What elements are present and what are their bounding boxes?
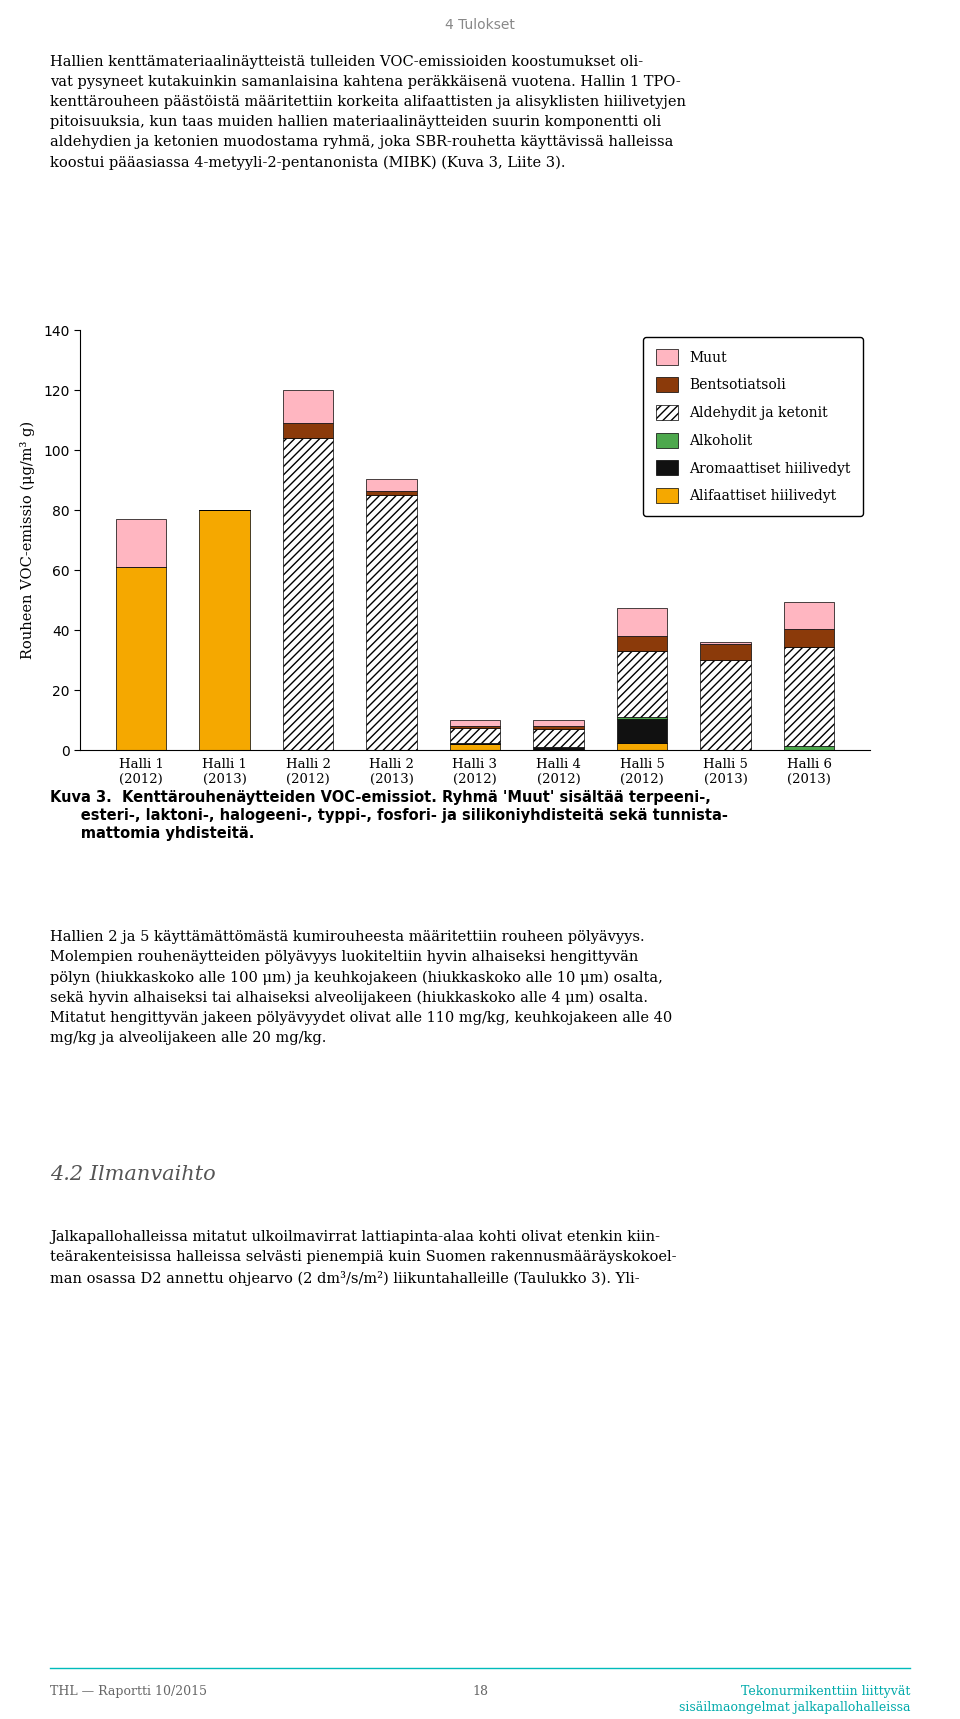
Bar <box>534 748 584 749</box>
Bar <box>701 660 751 749</box>
Text: Hallien 2 ja 5 käyttämättömästä kumirouheesta määritettiin rouheen pölyävyys.
Mo: Hallien 2 ja 5 käyttämättömästä kumirouh… <box>50 930 672 1045</box>
Legend: Muut, Bentsotiatsoli, Aldehydit ja ketonit, Alkoholit, Aromaattiset hiilivedyt, : Muut, Bentsotiatsoli, Aldehydit ja keton… <box>643 337 863 516</box>
Bar <box>450 727 500 743</box>
Bar <box>701 643 751 660</box>
Bar <box>200 511 250 749</box>
Text: 4.2 Ilmanvaihto: 4.2 Ilmanvaihto <box>50 1165 216 1184</box>
Bar <box>617 652 667 717</box>
Bar <box>534 729 584 748</box>
Bar <box>784 746 834 749</box>
Text: THL — Raportti 10/2015: THL — Raportti 10/2015 <box>50 1685 207 1698</box>
Bar <box>367 478 417 490</box>
Bar <box>617 743 667 749</box>
Bar <box>617 719 667 743</box>
Bar <box>534 720 584 725</box>
Text: Tekonurmikenttiin liittyvät
sisäilmaongelmat jalkapallohalleissa: Tekonurmikenttiin liittyvät sisäilmaonge… <box>679 1685 910 1714</box>
Bar <box>283 390 333 423</box>
Bar <box>617 607 667 636</box>
Text: Jalkapallohalleissa mitatut ulkoilmavirrat lattiapinta-alaa kohti olivat etenkin: Jalkapallohalleissa mitatut ulkoilmavirr… <box>50 1231 677 1286</box>
Text: 18: 18 <box>472 1685 488 1698</box>
Text: Kuva 3.  Kenttärouhenäytteiden VOC-emissiot. Ryhmä 'Muut' sisältää terpeeni-,: Kuva 3. Kenttärouhenäytteiden VOC-emissi… <box>50 791 710 804</box>
Bar <box>617 636 667 652</box>
Bar <box>784 602 834 629</box>
Text: 4 Tulokset: 4 Tulokset <box>445 17 515 33</box>
Y-axis label: Rouheen VOC-emissio (μg/m³ g): Rouheen VOC-emissio (μg/m³ g) <box>20 421 35 658</box>
Text: esteri-, laktoni-, halogeeni-, typpi-, fosfori- ja silikoniyhdisteitä sekä tunni: esteri-, laktoni-, halogeeni-, typpi-, f… <box>50 808 728 823</box>
Bar <box>367 490 417 495</box>
Bar <box>784 629 834 646</box>
Text: mattomia yhdisteitä.: mattomia yhdisteitä. <box>50 827 254 841</box>
Bar <box>283 423 333 438</box>
Bar <box>283 438 333 749</box>
Bar <box>116 519 166 567</box>
Bar <box>450 744 500 749</box>
Bar <box>367 495 417 749</box>
Bar <box>116 567 166 749</box>
Bar <box>784 646 834 746</box>
Text: Hallien kenttämateriaalinäytteistä tulleiden VOC-emissioiden koostumukset oli-
v: Hallien kenttämateriaalinäytteistä tulle… <box>50 55 685 170</box>
Bar <box>534 725 584 729</box>
Bar <box>450 720 500 725</box>
